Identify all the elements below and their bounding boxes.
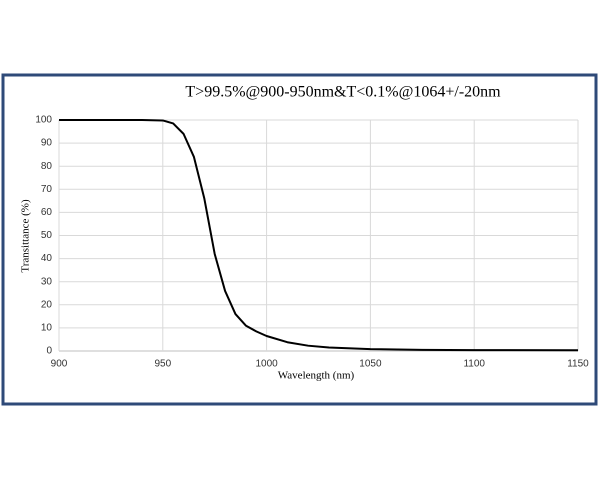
- y-tick-label: 80: [41, 161, 53, 172]
- y-tick-label: 40: [41, 253, 53, 264]
- y-tick-label: 90: [41, 138, 53, 149]
- y-axis-label: Transittance (%): [20, 199, 32, 273]
- y-tick-label: 100: [35, 115, 52, 126]
- chart-title: T>99.5%@900-950nm&T<0.1%@1064+/-20nm: [185, 84, 501, 101]
- x-tick-label: 950: [154, 359, 171, 370]
- chart-frame: [1, 73, 598, 406]
- y-tick-label: 30: [41, 276, 53, 287]
- x-tick-label: 1150: [567, 359, 589, 370]
- y-tick-label: 20: [41, 299, 53, 310]
- y-tick-label: 70: [41, 184, 53, 195]
- line-series: [59, 119, 579, 352]
- x-axis-label: Wavelength (nm): [278, 370, 355, 382]
- x-tick-label: 1050: [359, 359, 382, 370]
- x-tick-label: 900: [51, 359, 68, 370]
- y-tick-label: 10: [41, 323, 53, 334]
- x-tick-label: 1000: [255, 359, 278, 370]
- y-tick-label: 0: [46, 346, 52, 357]
- x-tick-label: 1100: [463, 359, 485, 370]
- y-tick-label: 60: [41, 207, 53, 218]
- y-tick-label: 50: [41, 230, 53, 241]
